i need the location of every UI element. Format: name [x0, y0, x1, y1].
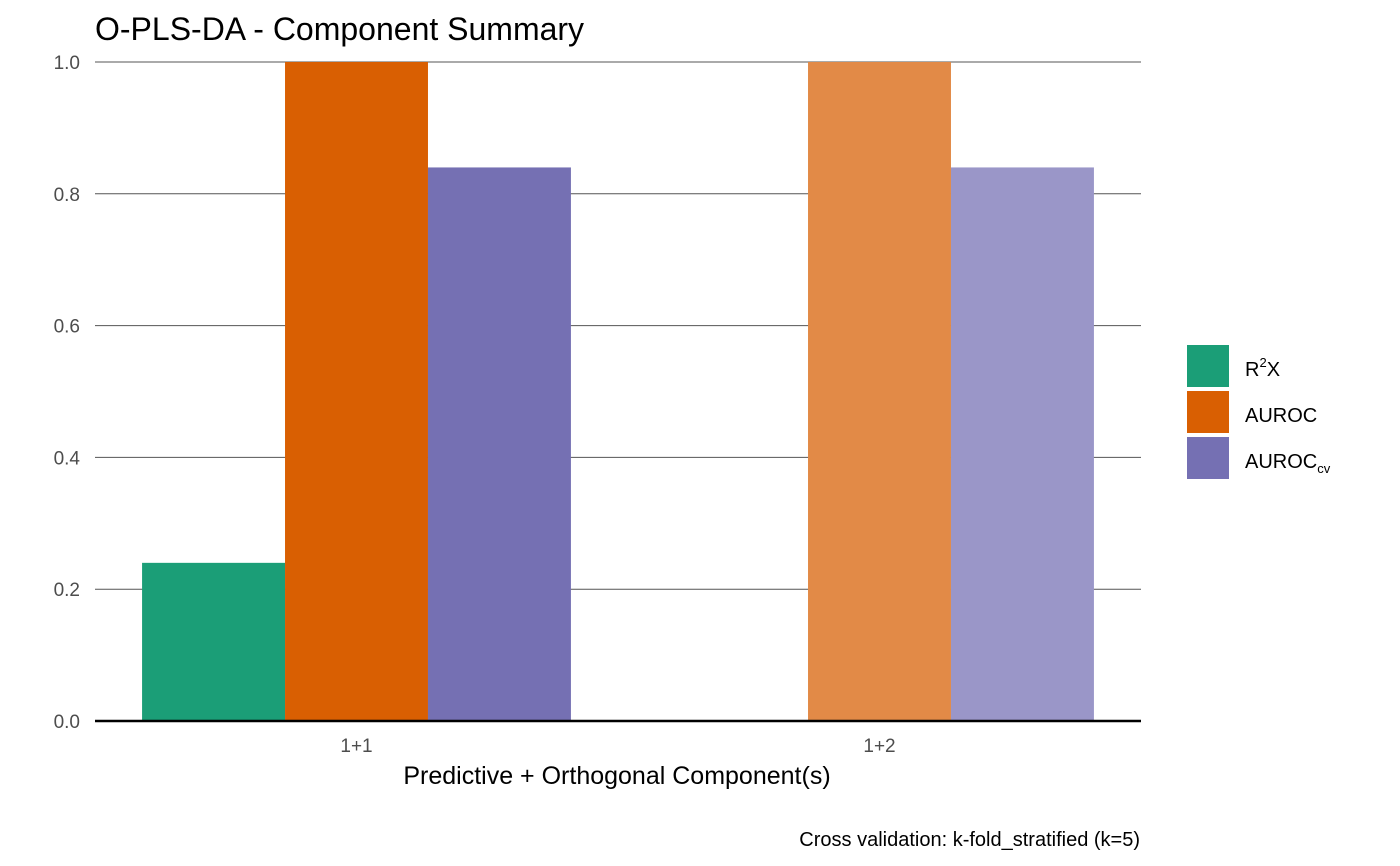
bar-auroccv-1-2 [951, 167, 1094, 721]
legend-label-auroc: AUROC [1245, 405, 1317, 427]
legend-key-auroccv [1187, 437, 1229, 479]
legend: R2X AUROC AUROCcv [1187, 345, 1331, 479]
x-tick-label: 1+1 [340, 736, 372, 757]
y-tick-label: 0.0 [54, 712, 80, 733]
bar-r2x-1-1 [142, 563, 285, 721]
bar-auroccv-1-1 [428, 167, 571, 721]
legend-key-auroc [1187, 391, 1229, 433]
y-tick-label: 0.6 [54, 317, 80, 338]
y-tick-label: 0.4 [54, 448, 81, 469]
y-tick-label: 0.8 [54, 185, 80, 206]
y-tick-label: 0.2 [54, 580, 80, 601]
x-tick-label: 1+2 [863, 736, 895, 757]
bar-auroc-1-1 [285, 62, 428, 721]
x-tick-labels: 1+1 1+2 [340, 736, 895, 757]
chart-caption: Cross validation: k-fold_stratified (k=5… [799, 829, 1140, 851]
legend-key-r2x [1187, 345, 1229, 387]
y-tick-labels: 0.0 0.2 0.4 0.6 0.8 1.0 [54, 53, 81, 733]
legend-label-r2x: R2X [1245, 355, 1280, 381]
x-axis-label: Predictive + Orthogonal Component(s) [403, 762, 830, 790]
bars [142, 62, 1094, 721]
chart-title: O-PLS-DA - Component Summary [95, 11, 584, 47]
bar-auroc-1-2 [808, 62, 951, 721]
legend-label-auroccv: AUROCcv [1245, 451, 1331, 476]
y-tick-label: 1.0 [54, 53, 80, 74]
